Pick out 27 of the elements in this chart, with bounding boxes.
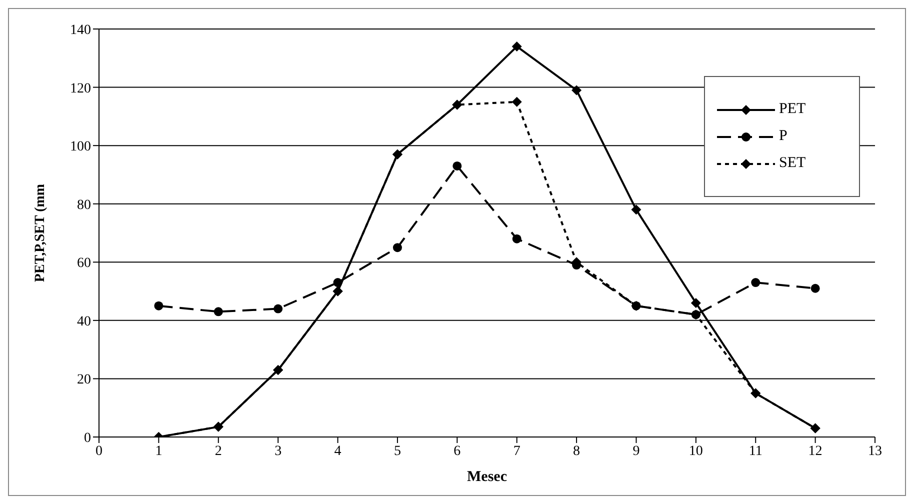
x-tick-label: 0 [96, 444, 102, 459]
x-tick-label: 11 [748, 444, 762, 459]
x-tick-label: 10 [688, 444, 703, 459]
x-tick-label: 2 [214, 444, 222, 459]
y-tick-label: 80 [77, 198, 91, 213]
legend-label: P [779, 128, 788, 145]
x-axis-title: Mesec [467, 469, 508, 485]
y-tick-label: 60 [77, 256, 91, 272]
legend-label: SET [779, 155, 806, 172]
y-tick-label: 140 [70, 22, 91, 38]
y-tick-label: 120 [70, 81, 91, 96]
x-tick-label: 8 [573, 444, 580, 459]
y-tick-label: 20 [77, 372, 91, 388]
x-tick-label: 7 [513, 444, 520, 459]
y-tick-label: 100 [70, 140, 91, 155]
x-tick-label: 3 [274, 444, 282, 459]
x-tick-label: 4 [334, 444, 342, 459]
x-tick-label: 13 [868, 444, 882, 459]
x-tick-label: 1 [155, 444, 162, 459]
y-axis-title: PET,P,SET (mm [32, 184, 48, 282]
y-tick-label: 40 [77, 314, 91, 330]
x-tick-label: 12 [808, 444, 822, 459]
x-tick-label: 9 [632, 444, 640, 459]
legend-label: PET [779, 101, 806, 118]
x-tick-label: 5 [394, 444, 401, 459]
x-tick-label: 6 [454, 444, 461, 459]
y-tick-label: 0 [84, 430, 91, 446]
